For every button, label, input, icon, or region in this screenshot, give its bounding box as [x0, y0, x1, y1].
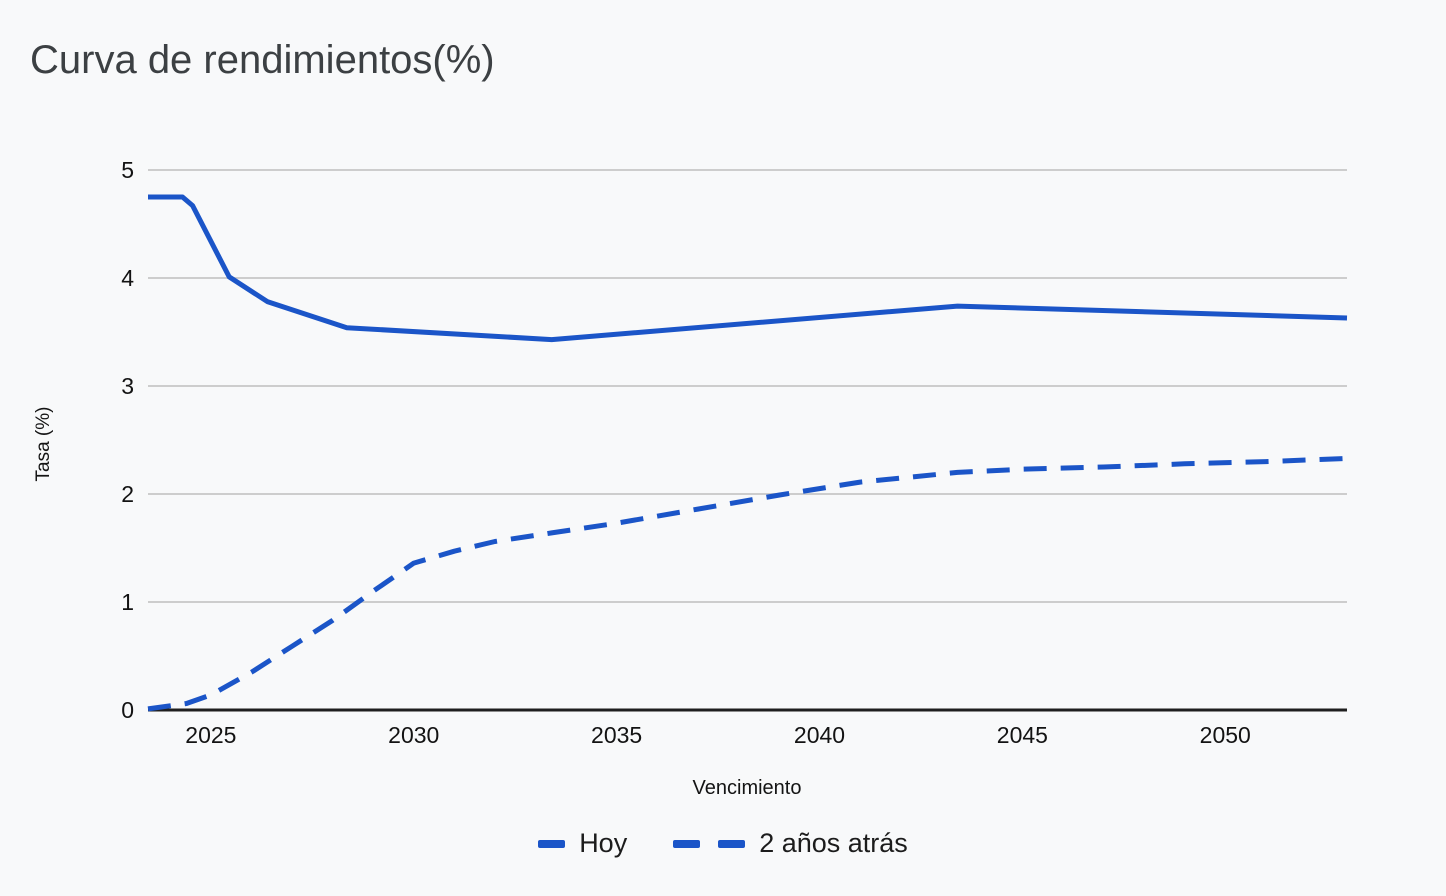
x-tick-label: 2045 — [996, 722, 1048, 748]
x-tick-label: 2035 — [591, 722, 643, 748]
y-tick-label: 0 — [121, 697, 134, 723]
legend: Hoy 2 años atrás — [0, 828, 1446, 859]
legend-item-2-anos-atras: 2 años atrás — [673, 828, 908, 859]
y-tick-label: 2 — [121, 481, 134, 507]
chart-title: Curva de rendimientos(%) — [30, 38, 495, 82]
legend-item-hoy: Hoy — [538, 828, 627, 859]
y-tick-label: 4 — [121, 265, 134, 291]
x-axis-title: Vencimiento — [692, 777, 802, 799]
y-tick-label: 1 — [121, 589, 134, 615]
x-tick-label: 2025 — [185, 722, 237, 748]
y-axis-title: Tasa (%) — [33, 406, 54, 482]
x-tick-label: 2030 — [388, 722, 440, 748]
solid-line-swatch-icon — [538, 839, 566, 848]
legend-label-2-anos-atras: 2 años atrás — [759, 828, 908, 858]
legend-label-hoy: Hoy — [579, 828, 628, 858]
y-tick-label: 5 — [121, 157, 134, 183]
dashed-line-swatch-icon — [673, 839, 746, 848]
x-tick-label: 2050 — [1199, 722, 1251, 748]
y-tick-label: 3 — [121, 373, 134, 399]
x-tick-label: 2040 — [793, 722, 846, 748]
